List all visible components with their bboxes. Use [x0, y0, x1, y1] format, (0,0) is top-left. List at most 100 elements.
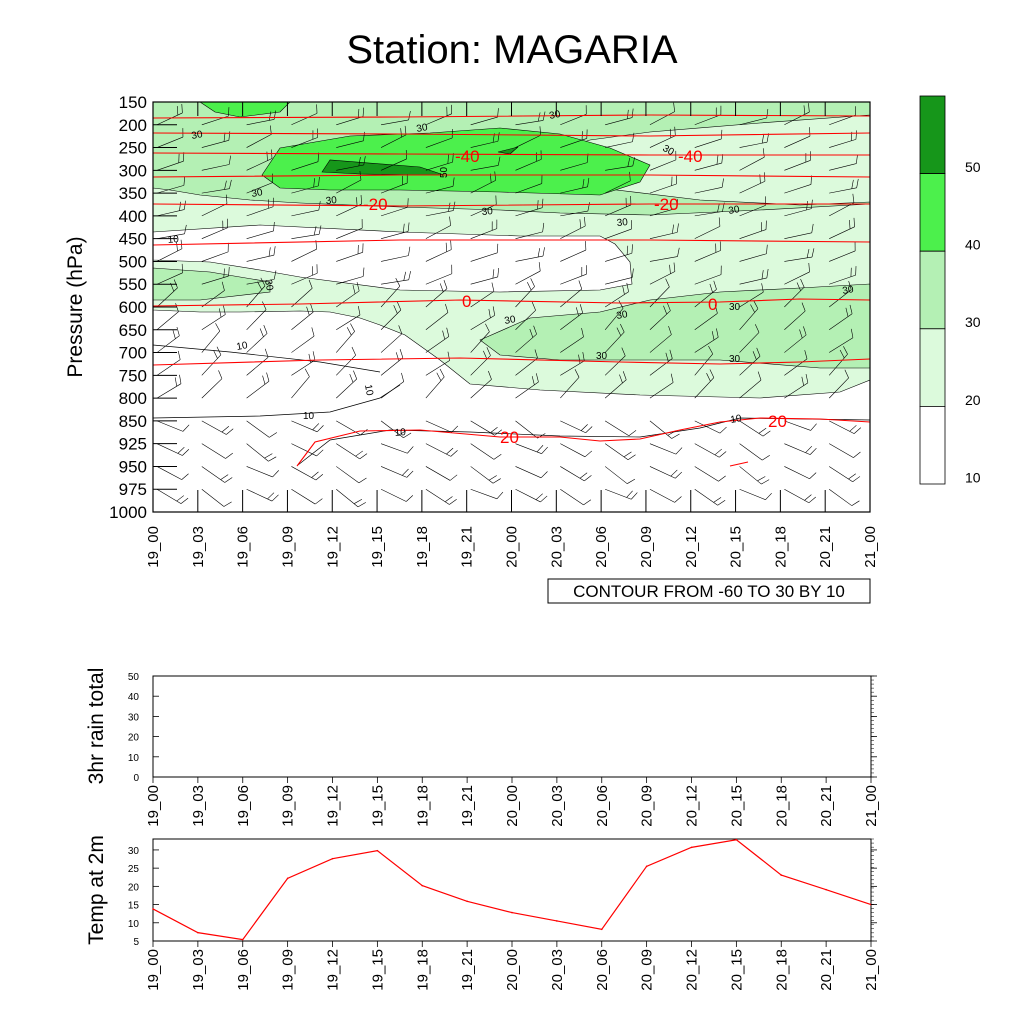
wind-barb: [874, 301, 893, 330]
temp-plot-frame: [152, 838, 872, 942]
barb-feather: [492, 306, 495, 316]
barb-staff: [380, 206, 408, 217]
barb-staff: [425, 360, 450, 376]
wind-barb: [156, 326, 180, 353]
barb-feather: [393, 305, 398, 314]
y-tick-label: 30: [128, 712, 140, 723]
barb-feather: [491, 282, 495, 292]
barb-feather: [449, 474, 458, 481]
barb-staff: [425, 466, 451, 481]
barb-staff: [649, 286, 670, 308]
wind-barb: [694, 443, 727, 458]
barb-staff: [515, 255, 544, 262]
barb-staff: [291, 376, 310, 399]
barb-feather: [855, 130, 857, 140]
barb-staff: [425, 288, 448, 308]
wind-barb: [201, 242, 229, 262]
wind-barb: [515, 262, 541, 285]
barb-staff: [560, 420, 586, 433]
contour-label: 30: [191, 129, 204, 142]
barb-feather: [853, 427, 862, 434]
barb-feather: [849, 219, 851, 229]
wind-barb: [201, 443, 233, 459]
barb-feather: [215, 323, 221, 332]
wind-barb: [201, 488, 232, 507]
barb-staff: [649, 111, 675, 126]
wind-barb: [829, 106, 856, 126]
barb-staff: [694, 313, 718, 331]
barb-staff: [694, 377, 715, 399]
black-contour-labels: 30 30 30 30 30 30 30 30 30 30 30 30 30 3…: [167, 109, 855, 439]
y-tick-label: 975: [119, 480, 147, 499]
wind-barb: [336, 488, 366, 508]
wind-barb: [291, 443, 324, 457]
barb-feather: [184, 224, 187, 234]
wind-barb: [560, 328, 584, 353]
barb-feather: [538, 262, 541, 272]
shaded-fields: 30 30 30 30 30 30 30 30 30 30 30 30 30 3…: [153, 102, 901, 529]
barb-staff: [515, 511, 517, 512]
wind-barb: [739, 488, 772, 500]
barb-staff: [874, 512, 899, 524]
x-tick-label: 19_21: [459, 949, 476, 991]
barb-staff: [515, 420, 538, 439]
barb-staff: [156, 287, 178, 308]
barb-staff: [425, 161, 453, 171]
wind-barb: [515, 466, 548, 479]
barb-feather: [497, 108, 499, 118]
barb-feather: [856, 154, 858, 164]
barb-staff: [649, 358, 673, 376]
barb-staff: [156, 383, 182, 399]
barb-feather: [315, 474, 324, 481]
barb-feather: [810, 423, 817, 431]
barb-staff: [515, 120, 544, 126]
x-tick-label: 20_18: [773, 949, 790, 991]
wind-barb: [515, 247, 545, 262]
wind-barb: [425, 488, 457, 505]
barb-feather: [757, 476, 766, 482]
barb-feather: [449, 524, 457, 529]
wind-barb: [336, 443, 368, 460]
wind-barb: [784, 326, 807, 353]
x-tick-label: 19_15: [369, 785, 386, 827]
barb-staff: [336, 354, 356, 376]
barb-feather: [540, 471, 548, 479]
barb-staff: [649, 207, 677, 217]
barb-feather: [223, 268, 225, 278]
barb-feather: [627, 478, 636, 484]
barb-staff: [784, 160, 811, 171]
barb-feather: [674, 521, 681, 527]
barb-staff: [336, 140, 364, 148]
barb-staff: [425, 420, 452, 433]
barb-staff: [649, 466, 676, 479]
barb-feather: [623, 451, 632, 458]
barb-feather: [665, 278, 670, 287]
barb-feather: [400, 128, 402, 138]
barb-staff: [874, 118, 901, 124]
y-tick-label: 150: [119, 93, 147, 112]
barb-staff: [560, 312, 583, 331]
barb-staff: [784, 271, 810, 285]
barb-staff: [156, 209, 185, 217]
wind-barb: [201, 466, 233, 483]
contour-label: 30: [616, 309, 629, 322]
barb-feather: [449, 498, 457, 505]
barb-staff: [604, 443, 629, 460]
barb-feather: [536, 445, 544, 453]
wind-barb: [470, 511, 472, 512]
barb-feather: [848, 281, 852, 290]
x-tick-label: 19_03: [190, 785, 207, 827]
barb-feather: [851, 179, 854, 189]
barb-feather: [709, 369, 715, 378]
barb-staff: [515, 488, 541, 503]
barb-staff: [201, 511, 203, 512]
wind-barb: [291, 327, 315, 353]
barb-staff: [739, 466, 762, 485]
contour-label: 30: [728, 204, 741, 217]
wind-barb: [381, 246, 411, 262]
barb-staff: [470, 204, 497, 217]
barb-staff: [560, 249, 587, 262]
wind-barb: [425, 177, 455, 194]
barb-feather: [406, 520, 413, 526]
barb-staff: [829, 139, 857, 148]
